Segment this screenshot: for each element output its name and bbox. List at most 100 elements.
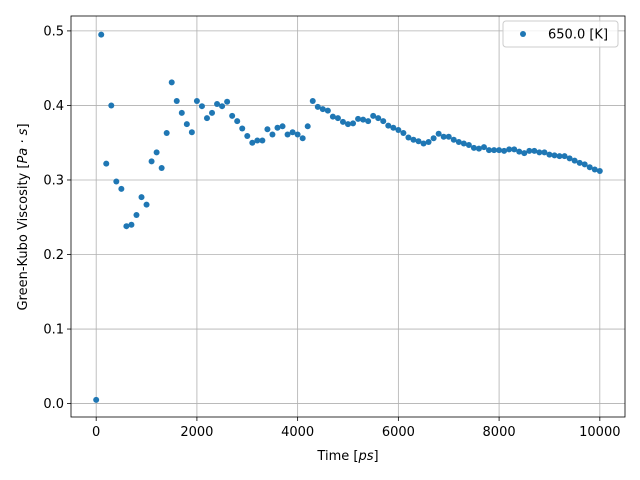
axis-ticks: 0 2000 4000 6000 8000 10000 0.0 0.1 0.2 0.3 0.4 0.5 (43, 24, 620, 440)
data-point (329, 113, 336, 120)
legend-label: 650.0 [K] (548, 28, 608, 43)
data-point (576, 159, 583, 166)
data-point (98, 31, 105, 38)
data-point (284, 131, 291, 138)
data-point (430, 135, 437, 142)
x-tick-label: 2000 (180, 425, 213, 440)
data-point (345, 121, 351, 128)
data-point (244, 133, 251, 140)
data-point (264, 126, 271, 133)
data-point (299, 135, 306, 142)
data-point (536, 149, 543, 156)
data-point (339, 118, 346, 125)
data-point (309, 97, 316, 104)
y-tick-label: 0.3 (43, 173, 64, 188)
data-point (420, 140, 427, 147)
y-axis-label: Green-Kubo Viscosity [Pa · s] (16, 123, 31, 310)
data-point (103, 160, 110, 167)
data-point (581, 161, 588, 168)
data-point (405, 134, 412, 141)
data-point (455, 138, 462, 145)
data-point (143, 201, 150, 208)
data-point (118, 185, 125, 192)
data-point (400, 130, 407, 137)
data-point (380, 118, 387, 125)
data-point (486, 147, 493, 154)
data-point (375, 115, 382, 122)
data-point (541, 149, 548, 156)
data-point (183, 121, 190, 128)
data-point (178, 109, 185, 116)
data-point (319, 106, 326, 113)
data-point (93, 396, 100, 403)
data-point (445, 133, 452, 140)
data-point (259, 137, 266, 144)
data-point (360, 116, 367, 123)
data-point (450, 136, 457, 143)
data-point (475, 145, 482, 152)
data-point (294, 131, 301, 138)
data-point (506, 146, 513, 153)
data-point (350, 120, 357, 127)
data-point (596, 168, 603, 175)
data-point (591, 166, 598, 173)
data-point (531, 147, 538, 154)
x-tick-label: 8000 (483, 425, 516, 440)
data-point (269, 131, 276, 138)
data-point (203, 115, 210, 122)
data-point (415, 138, 422, 145)
data-points (93, 31, 603, 403)
grid-layer (71, 16, 625, 417)
data-point (526, 147, 533, 154)
x-tick-label: 4000 (281, 425, 314, 440)
data-point (133, 212, 140, 219)
data-point (470, 144, 477, 151)
data-point (460, 140, 467, 147)
data-point (229, 112, 236, 119)
data-point (385, 122, 392, 129)
data-point (153, 149, 160, 156)
data-point (566, 155, 573, 162)
data-point (274, 124, 281, 131)
x-tick-label: 10000 (579, 425, 620, 440)
data-point (214, 100, 221, 107)
data-point (511, 146, 518, 153)
data-point (435, 130, 442, 137)
x-tick-label: 6000 (382, 425, 415, 440)
data-point (546, 151, 553, 158)
data-point (234, 118, 241, 125)
legend-box (502, 20, 619, 48)
y-tick-label: 0.5 (43, 24, 64, 39)
data-point (173, 97, 180, 104)
plot-frame (70, 15, 626, 418)
data-point (501, 147, 508, 154)
data-point (249, 139, 256, 146)
data-point (480, 144, 487, 151)
data-point (440, 133, 447, 140)
y-tick-label: 0.0 (43, 397, 64, 412)
data-point (496, 147, 503, 154)
data-point (254, 137, 261, 144)
legend-marker (520, 31, 526, 37)
y-tick-label: 0.4 (43, 99, 64, 114)
data-point (561, 153, 568, 160)
data-point (198, 103, 205, 110)
y-tick-label: 0.1 (43, 323, 64, 338)
y-tick-label: 0.2 (43, 248, 64, 263)
data-point (168, 79, 175, 86)
data-point (113, 178, 120, 185)
data-point (324, 107, 331, 114)
data-point (158, 165, 165, 172)
data-point (425, 138, 432, 145)
data-point (551, 152, 558, 159)
x-axis-label: Time [ps] (316, 449, 378, 464)
data-point (209, 109, 216, 116)
data-point (239, 125, 246, 132)
data-point (188, 129, 195, 136)
data-point (521, 150, 528, 157)
data-point (224, 98, 231, 105)
data-point (390, 124, 397, 131)
data-point (108, 102, 115, 109)
